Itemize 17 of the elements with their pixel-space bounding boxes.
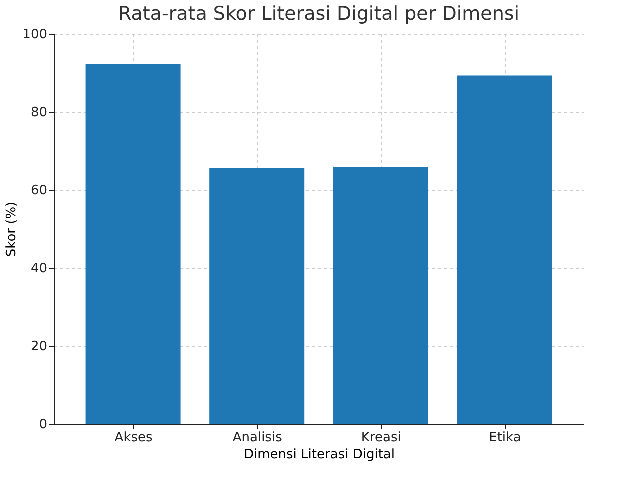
- y-tick-label: 20: [30, 340, 48, 354]
- bar: [86, 64, 181, 424]
- x-tick-label: Kreasi: [361, 430, 402, 446]
- y-tick-label: 80: [30, 106, 48, 120]
- bar: [333, 166, 428, 424]
- y-axis-title: Skor (%): [4, 202, 20, 258]
- x-tick-label: Etika: [489, 430, 522, 446]
- y-tick-label: 40: [30, 262, 48, 276]
- x-tick-label: Akses: [114, 430, 153, 446]
- chart-title: Rata-rata Skor Literasi Digital per Dimensi: [118, 3, 520, 25]
- bar: [457, 76, 552, 424]
- y-tick-label: 60: [30, 184, 48, 198]
- x-axis-title: Dimensi Literasi Digital: [244, 448, 395, 462]
- bar: [210, 168, 305, 424]
- x-tick-label: Analisis: [232, 430, 283, 446]
- y-tick-label: 100: [22, 28, 48, 42]
- y-tick-label: 0: [39, 418, 48, 432]
